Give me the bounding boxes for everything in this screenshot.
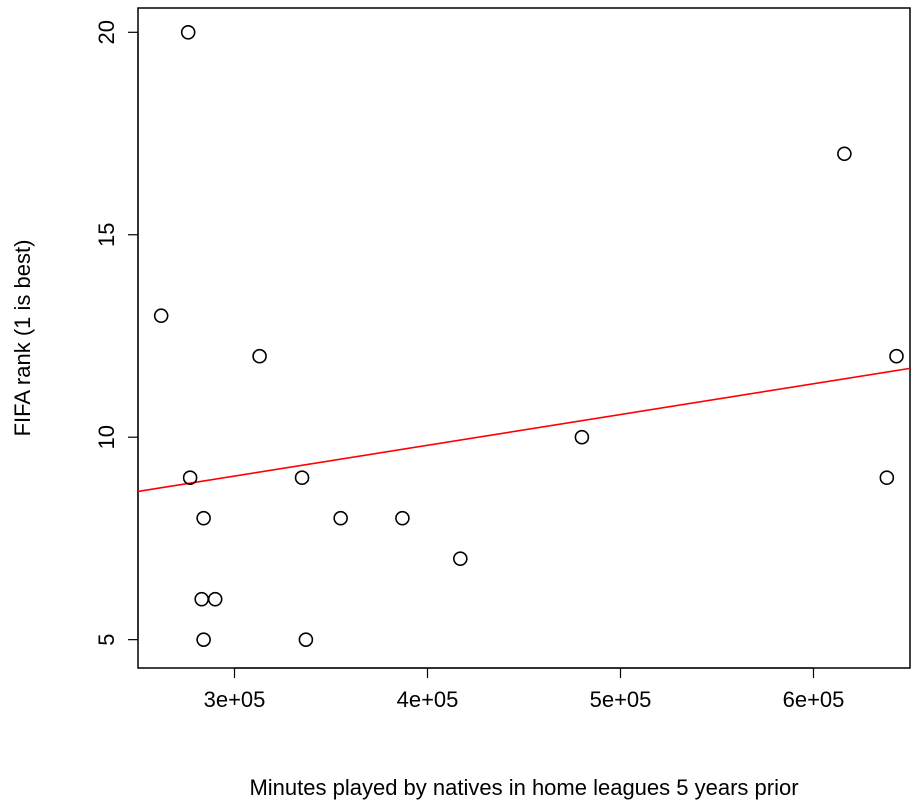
- data-point: [207, 591, 223, 607]
- x-tick-label: 6e+05: [783, 687, 845, 712]
- x-axis: 3e+05 4e+05 5e+05 6e+05: [204, 667, 845, 712]
- data-point: [889, 348, 904, 364]
- data-point: [252, 348, 267, 364]
- x-tick-label: 3e+05: [204, 687, 266, 712]
- y-tick-label: 20: [94, 20, 119, 44]
- fit-line-layer: [137, 367, 911, 493]
- data-point: [298, 632, 314, 647]
- y-tick-label: 5: [94, 634, 119, 646]
- data-point: [837, 146, 852, 162]
- y-axis-title: FIFA rank (1 is best): [10, 240, 35, 437]
- data-point: [879, 470, 895, 485]
- x-axis-title: Minutes played by natives in home league…: [249, 775, 798, 800]
- data-point: [182, 470, 198, 485]
- y-axis: 5 10 15 20: [94, 20, 139, 646]
- data-point: [294, 470, 310, 485]
- data-point: [395, 510, 410, 526]
- x-tick-label: 5e+05: [590, 687, 652, 712]
- data-point: [180, 24, 196, 40]
- x-tick-label: 4e+05: [397, 687, 459, 712]
- y-tick-label: 15: [94, 223, 119, 247]
- data-point: [153, 308, 169, 324]
- points-layer: [153, 24, 904, 647]
- data-point: [196, 632, 211, 647]
- y-tick-label: 10: [94, 425, 119, 449]
- data-point: [196, 510, 211, 526]
- data-point: [453, 551, 468, 566]
- data-point: [574, 429, 590, 445]
- plot-frame: [137, 7, 911, 669]
- regression-line: [137, 367, 911, 493]
- data-point: [333, 510, 348, 526]
- data-point: [194, 591, 209, 607]
